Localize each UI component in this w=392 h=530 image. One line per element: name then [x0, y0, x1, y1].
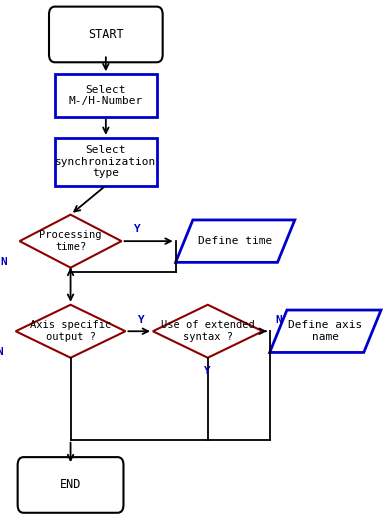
Text: Axis specific
output ?: Axis specific output ?	[30, 321, 111, 342]
Text: Processing
time?: Processing time?	[39, 231, 102, 252]
Polygon shape	[16, 305, 125, 358]
Text: Use of extended
syntax ?: Use of extended syntax ?	[161, 321, 255, 342]
Text: Select
M-/H-Number: Select M-/H-Number	[69, 85, 143, 106]
Text: Y: Y	[204, 366, 211, 376]
Text: Define axis
name: Define axis name	[288, 321, 363, 342]
Text: Y: Y	[134, 225, 141, 234]
FancyBboxPatch shape	[18, 457, 123, 513]
Text: Select
synchronization
type: Select synchronization type	[55, 145, 156, 178]
Bar	[55, 138, 157, 186]
Polygon shape	[153, 305, 263, 358]
Text: N: N	[0, 258, 7, 267]
Text: START: START	[88, 28, 123, 41]
Text: Define time: Define time	[198, 236, 272, 246]
Polygon shape	[20, 215, 122, 268]
Text: N: N	[275, 315, 282, 324]
Text: N: N	[0, 348, 4, 357]
Text: Y: Y	[138, 315, 145, 324]
Polygon shape	[176, 220, 295, 262]
Bar	[55, 74, 157, 117]
Text: END: END	[60, 479, 81, 491]
Polygon shape	[270, 310, 381, 352]
FancyBboxPatch shape	[49, 6, 163, 62]
